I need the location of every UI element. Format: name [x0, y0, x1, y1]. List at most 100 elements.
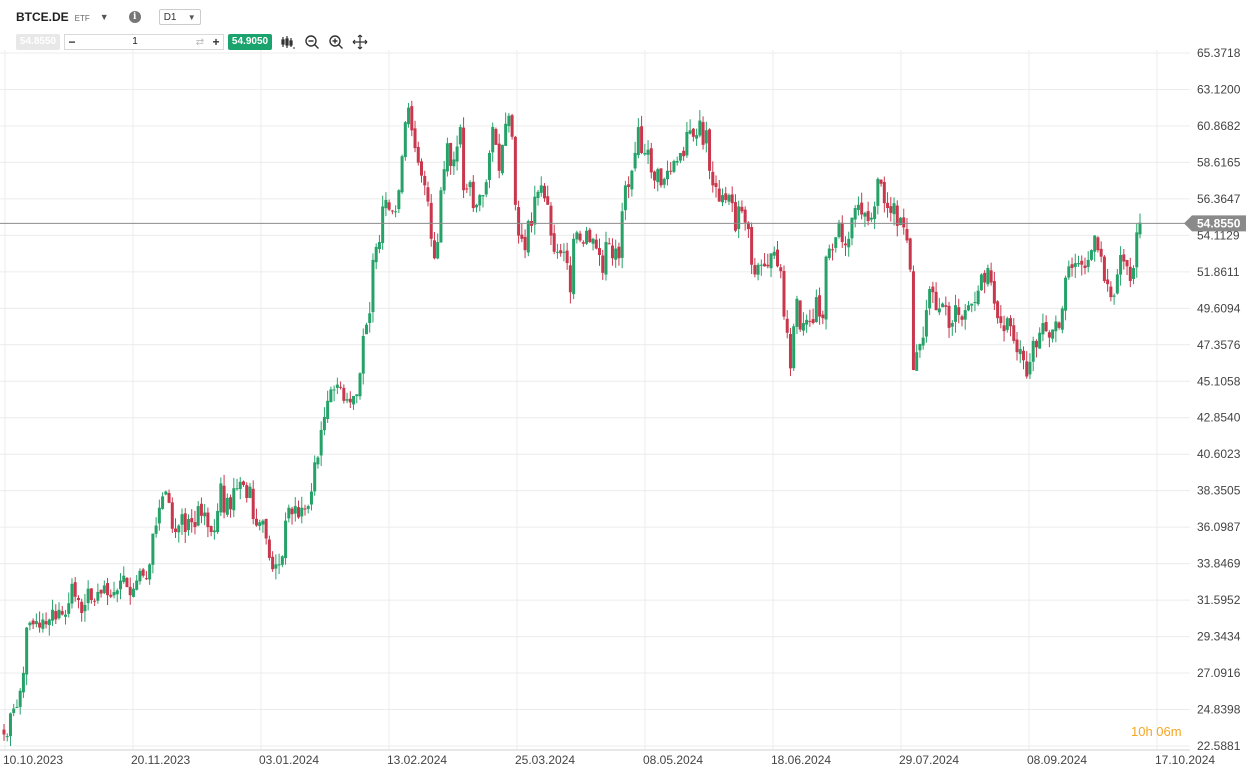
candle-body [989, 270, 993, 283]
candle-body [520, 234, 524, 239]
candle-body [161, 496, 165, 509]
candle-body [2, 729, 6, 735]
x-tick-label: 17.10.2024 [1155, 753, 1215, 767]
candle-body [899, 217, 903, 226]
candle-body [407, 107, 411, 125]
symbol-row: BTCE.DE ETF ▼ i D1 ▼ [16, 8, 201, 26]
quantity-stepper[interactable]: − 1 ⇄ + [64, 34, 224, 50]
candle-body [1015, 339, 1019, 353]
y-tick-label: 63.1200 [1197, 82, 1241, 96]
candle-body [957, 307, 961, 315]
candle-body [154, 525, 158, 534]
candle-body [170, 502, 174, 529]
candle-body [38, 622, 42, 628]
candle-body [238, 481, 242, 490]
candle-body [34, 621, 38, 625]
minus-icon[interactable]: − [68, 35, 76, 49]
candle-body [1135, 232, 1139, 268]
candle-body [15, 706, 19, 708]
candle-body [287, 507, 291, 519]
candle-body [332, 389, 336, 391]
symbol-name[interactable]: BTCE.DE [16, 10, 69, 24]
candle-body [827, 248, 831, 258]
quantity-input[interactable]: 1 [132, 36, 138, 47]
candle-body [209, 526, 213, 532]
candle-body [772, 251, 776, 256]
candle-body [329, 389, 333, 403]
candle-body [368, 313, 372, 324]
y-tick-label: 29.3434 [1197, 630, 1241, 644]
timeframe-select[interactable]: D1 ▼ [158, 9, 201, 25]
symbol-dropdown-icon[interactable]: ▼ [99, 12, 109, 22]
candle-body [397, 190, 401, 210]
candle-body [151, 533, 155, 565]
zoom-in-icon[interactable] [328, 34, 344, 50]
candle-body [1106, 279, 1110, 285]
candle-body [1038, 332, 1042, 349]
candle-body [860, 202, 864, 215]
candle-body [588, 229, 592, 243]
info-icon[interactable]: i [128, 11, 141, 23]
candle-body [850, 217, 854, 239]
candle-body [413, 128, 417, 149]
candle-body [536, 191, 540, 199]
candle-body [258, 522, 262, 526]
candle-body [429, 202, 433, 239]
chart-type-icon[interactable] [280, 34, 296, 50]
y-tick-label: 36.0987 [1197, 520, 1241, 534]
candle-body [345, 399, 349, 401]
swap-icon[interactable]: ⇄ [195, 36, 205, 48]
candle-body [167, 493, 171, 503]
candle-body [1122, 254, 1126, 262]
candle-body [856, 204, 860, 210]
y-tick-label: 60.8682 [1197, 119, 1241, 133]
candle-body [106, 583, 110, 596]
candle-body [1132, 267, 1136, 280]
candle-body [219, 483, 223, 513]
candle-body [866, 211, 870, 221]
candle-body [458, 127, 462, 145]
candle-body [297, 507, 301, 518]
candle-body [821, 314, 825, 319]
candle-body [335, 384, 339, 388]
candle-body [526, 220, 530, 253]
candle-body [572, 238, 576, 295]
candle-body [523, 236, 527, 251]
candle-body [902, 217, 906, 228]
candle-body [711, 171, 715, 186]
y-tick-label: 56.3647 [1197, 192, 1241, 206]
candle-body [691, 128, 695, 137]
candle-body [533, 196, 537, 225]
candle-body [484, 182, 488, 195]
y-tick-label: 38.3505 [1197, 484, 1241, 498]
candle-body [487, 152, 491, 180]
candle-body [115, 590, 119, 595]
candle-body [462, 127, 466, 191]
candle-body [610, 245, 614, 259]
candle-body [293, 506, 297, 514]
candle-body [947, 305, 951, 328]
candle-body [963, 310, 967, 320]
zoom-out-icon[interactable] [304, 34, 320, 50]
chart-toolbar: BTCE.DE ETF ▼ i D1 ▼ 54.8550 − 1 ⇄ + 54.… [0, 0, 420, 56]
candle-body [390, 210, 394, 212]
x-tick-label: 08.05.2024 [643, 753, 703, 767]
candle-body [1073, 263, 1077, 267]
buy-price-button[interactable]: 54.9050 [228, 34, 272, 50]
candle-body [685, 131, 689, 156]
candle-body [924, 310, 928, 337]
candle-body [678, 152, 682, 161]
candle-body [352, 395, 356, 405]
candle-body [937, 308, 941, 313]
candle-body [500, 144, 504, 174]
candle-body [630, 170, 634, 190]
x-tick-label: 29.07.2024 [899, 753, 959, 767]
candle-body [565, 250, 569, 264]
candle-body [695, 135, 699, 139]
plus-icon[interactable]: + [212, 35, 220, 49]
candle-body [1099, 248, 1103, 257]
sell-price-button[interactable]: 54.8550 [16, 34, 60, 50]
crosshair-icon[interactable] [352, 34, 368, 50]
candle-body [672, 161, 676, 172]
